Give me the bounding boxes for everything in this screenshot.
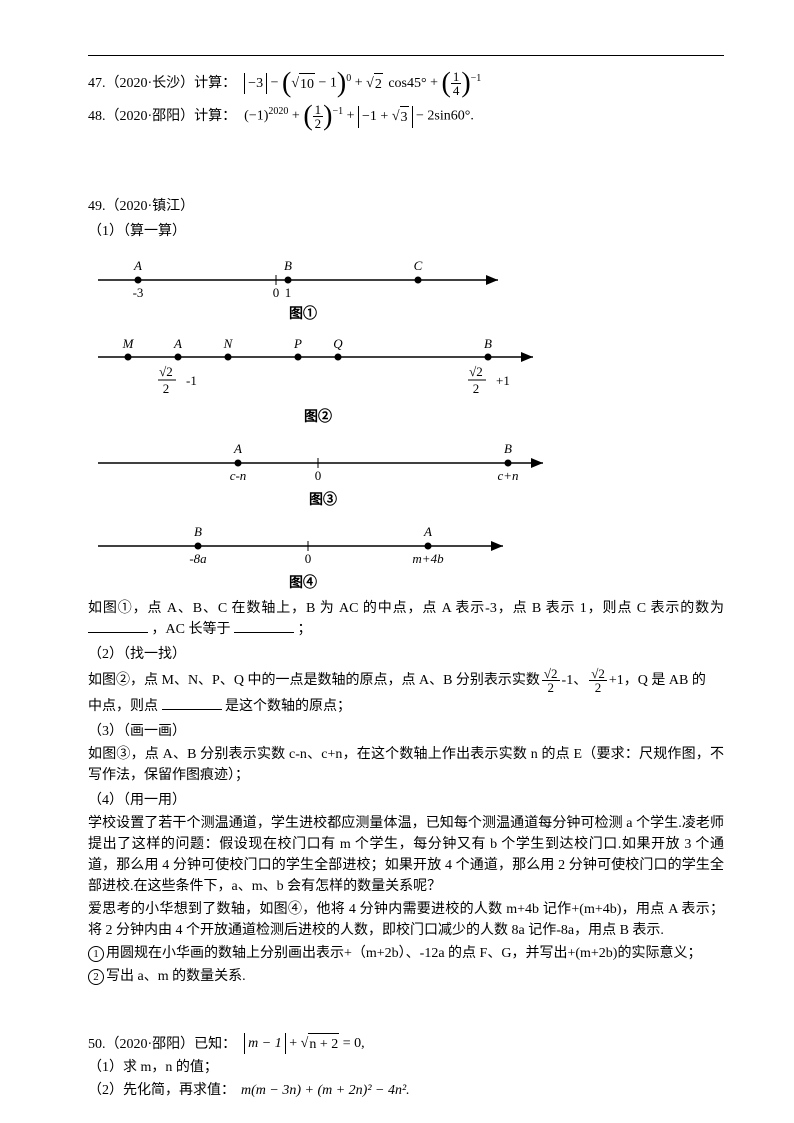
number-line-4: B -8a 0 Am+4b [88,521,518,571]
diagram-3-label: 图③ [88,490,558,511]
circled-1: 1 [88,946,104,962]
svg-text:0: 0 [315,468,322,483]
step-4-label: （4）（用一用） [88,790,724,811]
blank-2 [234,619,294,633]
step-2-label: （2）（找一找） [88,644,724,665]
svg-text:2: 2 [473,381,480,396]
step-1-label: （1）（算一算） [88,221,724,242]
svg-text:√2: √2 [469,364,483,379]
blank-3 [162,696,222,710]
svg-text:0: 0 [305,551,312,566]
svg-text:C: C [414,258,423,273]
svg-text:+1: +1 [496,373,510,388]
diagram-2: M A N P Q B √2 2 -1 √2 2 +1 图② [88,335,724,428]
problem-47-prefix: 47.（2020·长沙）计算： [88,73,236,94]
sqrt-10: 10 [291,73,315,95]
p50-line1: （1）求 m，n 的值； [88,1057,724,1078]
blank-1 [88,619,148,633]
svg-text:c-n: c-n [230,468,247,483]
q49-text-2b: 中点，则点 是这个数轴的原点； [88,696,724,717]
svg-text:B: B [504,441,512,456]
circled-2: 2 [88,969,104,985]
problem-50: 50.（2020·邵阳）已知： m − 1 + n + 2 = 0, （1）求 … [88,1033,724,1101]
problem-48-prefix: 48.（2020·邵阳）计算： [88,106,236,127]
svg-text:2: 2 [163,381,170,396]
problem-48: 48.（2020·邵阳）计算： (−1)2020 + (12)−1 + −1 +… [88,103,724,130]
diagram-3: Ac-n 0 Bc+n 图③ [88,438,724,511]
diagram-4: B -8a 0 Am+4b 图④ [88,521,724,594]
q49-text-1: 如图①，点 A、B、C 在数轴上，B 为 AC 的中点，点 A 表示-3，点 B… [88,598,724,640]
svg-text:M: M [122,336,135,351]
svg-text:A: A [173,336,182,351]
q49-text-4b: 爱思考的小华想到了数轴，如图④，他将 4 分钟内需要进校的人数 m+4b 记作+… [88,899,724,941]
abs-term: −3 [244,73,267,94]
svg-text:m+4b: m+4b [412,551,444,566]
problem-50-math: m − 1 + n + 2 = 0, [244,1033,364,1055]
problem-49: 49.（2020·镇江） （1）（算一算） 0 A -3 B 1 C 图① M A … [88,196,724,987]
problem-49-prefix: 49.（2020·镇江） [88,196,724,217]
frac-1-2: 12 [313,103,324,130]
q49-bullet-1: 1用圆规在小华画的数轴上分别画出表示+（m+2b）、-12a 的点 F、G，并写… [88,943,724,964]
gap-2 [88,993,724,1033]
svg-text:√2: √2 [159,364,173,379]
svg-text:c+n: c+n [497,468,518,483]
diagram-1-label: 图① [88,304,518,325]
frac-sqrt2-2b: √22 [589,667,607,694]
number-line-2: M A N P Q B √2 2 -1 √2 2 +1 [88,335,548,405]
q49-text-2: 如图②，点 M、N、P、Q 中的一点是数轴的原点，点 A、B 分别表示实数 √2… [88,667,724,694]
svg-text:B: B [284,258,292,273]
svg-text:A: A [233,441,242,456]
p50-line2: （2）先化简，再求值： m(m − 3n) + (m + 2n)² − 4n². [88,1080,724,1101]
frac-1-4: 14 [451,70,462,97]
svg-text:-1: -1 [186,373,197,388]
number-line-3: Ac-n 0 Bc+n [88,438,558,488]
diagram-1: 0 A -3 B 1 C 图① [88,252,724,325]
problem-50-head: 50.（2020·邵阳）已知： m − 1 + n + 2 = 0, [88,1033,724,1055]
svg-text:1: 1 [285,285,292,300]
svg-text:N: N [223,336,234,351]
sqrt-2: 2 [366,73,383,95]
svg-text:-8a: -8a [189,551,207,566]
svg-text:P: P [293,336,302,351]
svg-text:0: 0 [273,285,280,300]
diagram-2-label: 图② [88,407,548,428]
page-top-rule [88,55,724,56]
number-line-1: 0 A -3 B 1 C [88,252,518,302]
step-3-label: （3）（画一画） [88,721,724,742]
gap [88,136,724,196]
frac-sqrt2-2a: √22 [542,667,560,694]
problem-47: 47.（2020·长沙）计算： −3 − (10 − 1)0 + 2 cos45… [88,70,724,97]
q49-text-4a: 学校设置了若干个测温通道，学生进校都应测量体温，已知每个测温通道每分钟可检测 a… [88,813,724,897]
svg-text:-3: -3 [133,285,144,300]
diagram-4-label: 图④ [88,573,518,594]
svg-text:A: A [133,258,142,273]
p50-line2-math: m(m − 3n) + (m + 2n)² − 4n². [241,1080,410,1101]
q49-bullet-2: 2写出 a、m 的数量关系. [88,966,724,987]
svg-text:A: A [423,524,432,539]
problem-47-math: −3 − (10 − 1)0 + 2 cos45° + (14)−1 [244,70,481,97]
abs-term-48: −1 + 3 [358,106,412,128]
svg-text:B: B [484,336,492,351]
svg-text:B: B [194,524,202,539]
q49-text-3: 如图③，点 A、B 分别表示实数 c-n、c+n，在这个数轴上作出表示实数 n … [88,744,724,786]
problem-48-math: (−1)2020 + (12)−1 + −1 + 3 − 2sin60°. [244,103,474,130]
svg-text:Q: Q [333,336,343,351]
